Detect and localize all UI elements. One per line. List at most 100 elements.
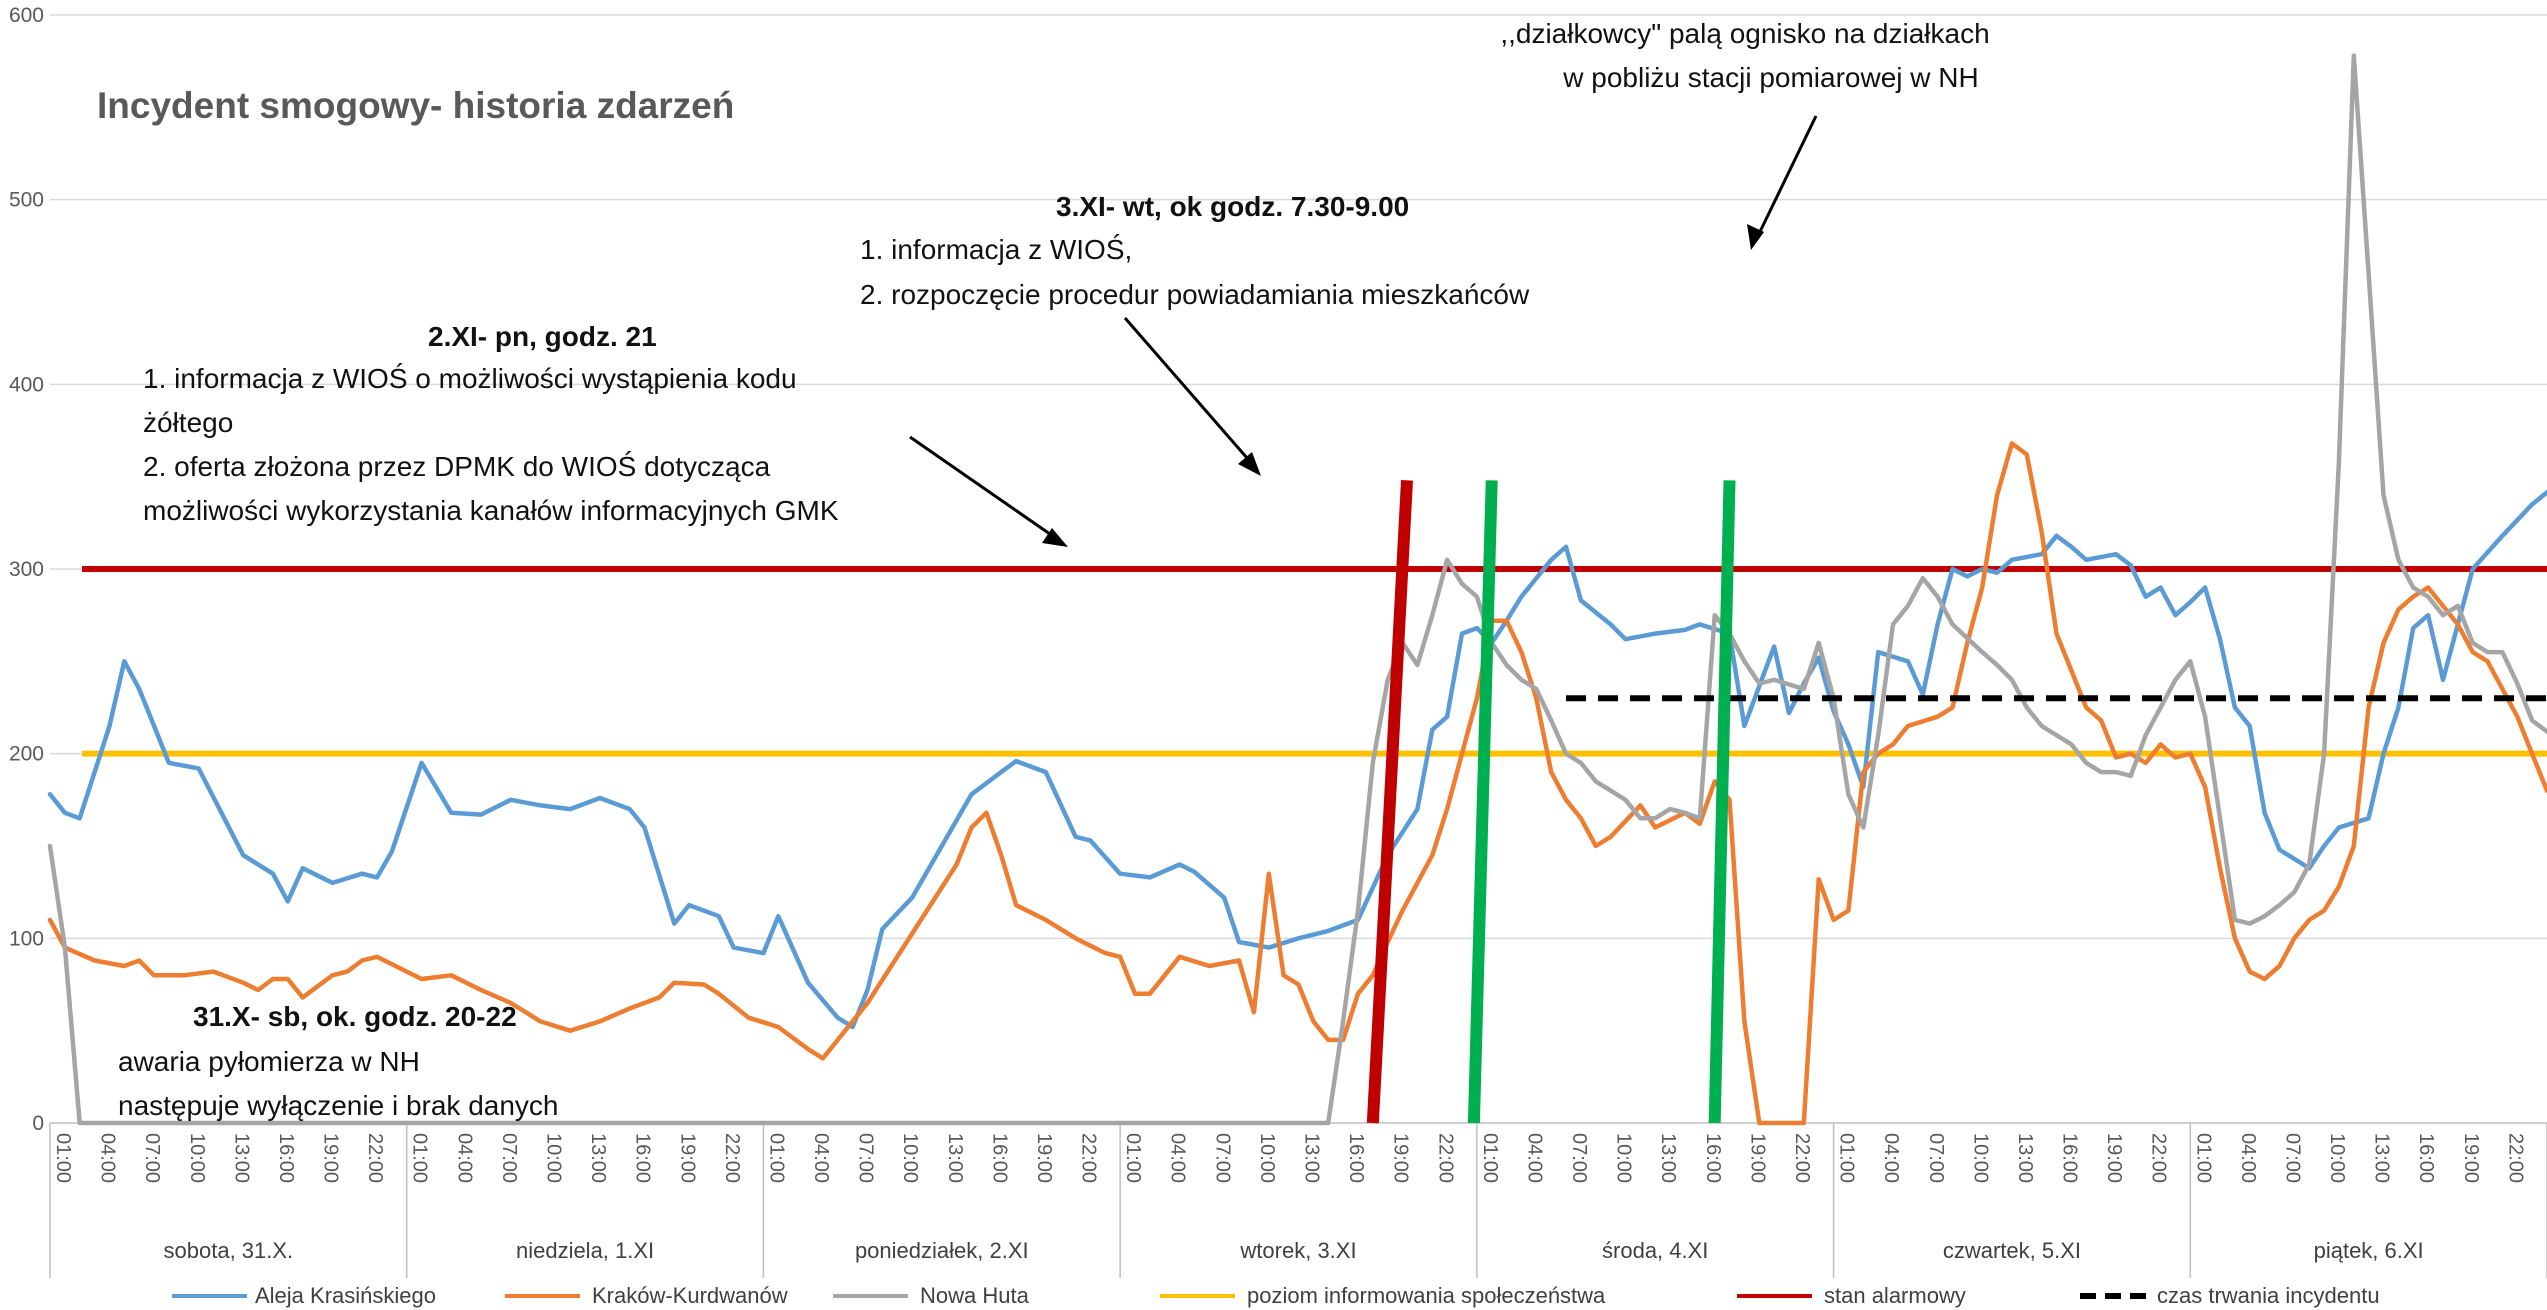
- event-marker: [1366, 480, 1413, 1124]
- x-tick-label: 10:00: [1256, 1133, 1278, 1183]
- x-tick-label: 13:00: [944, 1133, 966, 1183]
- series-line: [47, 489, 2547, 1030]
- x-tick-label: 13:00: [230, 1133, 252, 1183]
- legend-label: Aleja Krasińskiego: [255, 1283, 436, 1308]
- x-tick-label: 10:00: [1613, 1133, 1635, 1183]
- arrow-line: [909, 435, 1061, 543]
- day-label: niedziela, 1.XI: [516, 1238, 654, 1263]
- y-tick-label: 100: [9, 927, 44, 950]
- x-tick-label: 19:00: [1033, 1133, 1055, 1183]
- event-marker: [1467, 480, 1498, 1124]
- x-tick-label: 13:00: [1657, 1133, 1679, 1183]
- event-marker: [1708, 480, 1736, 1124]
- x-tick-label: 19:00: [1746, 1133, 1768, 1183]
- x-tick-label: 10:00: [186, 1133, 208, 1183]
- annotation-3xi: 3.XI- wt, ok godz. 7.30-9.00 1. informac…: [860, 191, 1530, 310]
- x-tick-label: 01:00: [409, 1133, 431, 1183]
- series-line: [47, 441, 2547, 1126]
- x-tick-label: 07:00: [141, 1133, 163, 1183]
- x-tick-label: 16:00: [632, 1133, 654, 1183]
- x-tick-label: 16:00: [2059, 1133, 2081, 1183]
- day-label: poniedziałek, 2.XI: [855, 1238, 1029, 1263]
- y-tick-label: 300: [9, 558, 44, 581]
- annotation-line: ,,działkowcy" palą ognisko na działkach: [1500, 18, 1989, 49]
- annotation-heading: 3.XI- wt, ok godz. 7.30-9.00: [1056, 191, 1409, 222]
- legend-label: Nowa Huta: [920, 1283, 1030, 1308]
- y-tick-label: 200: [9, 743, 44, 766]
- x-tick-label: 22:00: [1078, 1133, 1100, 1183]
- x-tick-label: 04:00: [97, 1133, 119, 1183]
- x-tick-label: 19:00: [676, 1133, 698, 1183]
- chart-title: Incydent smogowy- historia zdarzeń: [97, 85, 734, 126]
- annotation-2xi: 2.XI- pn, godz. 21 1. informacja z WIOŚ …: [143, 321, 839, 526]
- annotation-dzialkowcy: ,,działkowcy" palą ognisko na działkach …: [1500, 18, 1989, 93]
- y-tick-label: 600: [9, 4, 44, 27]
- series-line: [47, 53, 2547, 1126]
- x-tick-label: 01:00: [52, 1133, 74, 1183]
- x-tick-label: 07:00: [1211, 1133, 1233, 1183]
- x-tick-label: 01:00: [1122, 1133, 1144, 1183]
- x-tick-label: 01:00: [1836, 1133, 1858, 1183]
- y-tick-label: 0: [32, 1112, 44, 1135]
- x-tick-label: 13:00: [1301, 1133, 1323, 1183]
- x-tick-label: 13:00: [587, 1133, 609, 1183]
- legend-label: Kraków-Kurdwanów: [592, 1283, 788, 1308]
- x-tick-label: 16:00: [1702, 1133, 1724, 1183]
- day-label: sobota, 31.X.: [164, 1238, 294, 1263]
- x-tick-label: 16:00: [2415, 1133, 2437, 1183]
- annotation-line: 2. rozpoczęcie procedur powiadamiania mi…: [860, 279, 1530, 310]
- x-tick-label: 13:00: [2014, 1133, 2036, 1183]
- x-tick-label: 10:00: [2326, 1133, 2348, 1183]
- annotation-arrows: [909, 115, 1818, 547]
- legend-label: czas trwania incydentu: [2157, 1283, 2380, 1308]
- x-tick-label: 10:00: [899, 1133, 921, 1183]
- annotation-line: 2. oferta złożona przez DPMK do WIOŚ dot…: [143, 450, 771, 482]
- legend-label: stan alarmowy: [1824, 1283, 1966, 1308]
- day-label: czwartek, 5.XI: [1943, 1238, 2081, 1263]
- series-lines: [47, 53, 2547, 1126]
- x-tick-label: 22:00: [2504, 1133, 2526, 1183]
- day-label: piątek, 6.XI: [2314, 1238, 2424, 1263]
- annotation-line: żółtego: [143, 407, 233, 438]
- x-tick-label: 19:00: [2460, 1133, 2482, 1183]
- x-tick-label: 04:00: [1523, 1133, 1545, 1183]
- x-tick-label: 16:00: [988, 1133, 1010, 1183]
- legend: Aleja Krasińskiego Kraków-Kurdwanów Nowa H…: [172, 1283, 2380, 1308]
- arrowhead: [1238, 452, 1261, 476]
- reference-lines: [82, 566, 2547, 757]
- legend-label: poziom informowania społeczeństwa: [1247, 1283, 1606, 1308]
- annotation-line: 1. informacja z WIOŚ o możliwości wystąp…: [143, 362, 797, 394]
- x-tick-label: 19:00: [1390, 1133, 1412, 1183]
- x-tick-label: 22:00: [1434, 1133, 1456, 1183]
- annotation-line: 1. informacja z WIOŚ,: [860, 233, 1132, 265]
- x-tick-label: 07:00: [2281, 1133, 2303, 1183]
- x-tick-label: 22:00: [364, 1133, 386, 1183]
- x-tick-label: 04:00: [453, 1133, 475, 1183]
- x-tick-label: 16:00: [1345, 1133, 1367, 1183]
- arrowhead: [1747, 224, 1764, 250]
- annotation-line: w pobliżu stacji pomiarowej w NH: [1562, 62, 1978, 93]
- annotation-line: możliwości wykorzystania kanałów informa…: [143, 495, 839, 526]
- x-tick-label: 04:00: [1167, 1133, 1189, 1183]
- annotation-heading: 2.XI- pn, godz. 21: [428, 321, 657, 352]
- x-tick-label: 19:00: [320, 1133, 342, 1183]
- day-label: wtorek, 3.XI: [1239, 1238, 1356, 1263]
- arrowhead: [1042, 528, 1068, 547]
- x-tick-label: 22:00: [2148, 1133, 2170, 1183]
- x-tick-label: 01:00: [2192, 1133, 2214, 1183]
- x-tick-label: 04:00: [2237, 1133, 2259, 1183]
- x-tick-label: 07:00: [498, 1133, 520, 1183]
- x-tick-label: 01:00: [765, 1133, 787, 1183]
- x-tick-label: 13:00: [2371, 1133, 2393, 1183]
- x-tick-label: 22:00: [1791, 1133, 1813, 1183]
- annotation-line: następuje wyłączenie i brak danych: [118, 1090, 558, 1121]
- x-axis: 01:00 04:00 07:00 10:00 13:00 16:00 19:00 22:00…: [49, 1122, 2547, 1278]
- y-axis-ticks: 0 100 200 300 400 500 600: [9, 4, 44, 1135]
- annotation-line: awaria pyłomierza w NH: [118, 1046, 420, 1077]
- arrow-line: [1754, 115, 1818, 241]
- x-tick-label: 07:00: [1568, 1133, 1590, 1183]
- x-tick-label: 16:00: [275, 1133, 297, 1183]
- x-tick-label: 04:00: [1880, 1133, 1902, 1183]
- x-tick-label: 01:00: [1479, 1133, 1501, 1183]
